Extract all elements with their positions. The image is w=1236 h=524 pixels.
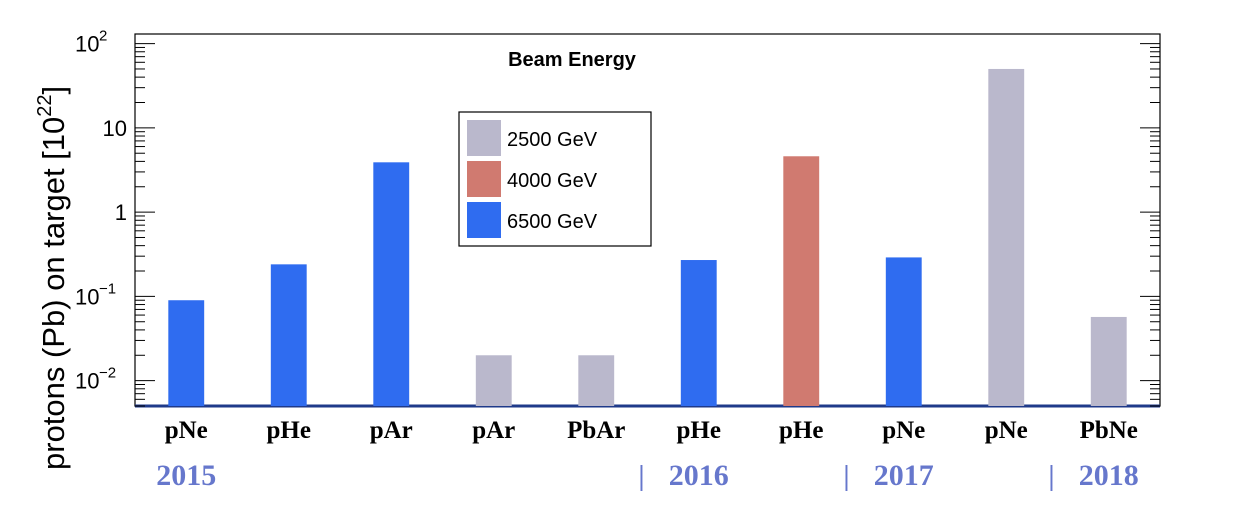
bar-par-2 xyxy=(373,162,410,406)
y-tick-exponent: 2 xyxy=(99,28,107,45)
legend-item-1: 4000 GeV xyxy=(467,161,598,197)
legend-label: 2500 GeV xyxy=(507,129,598,151)
category-label-4: PbAr xyxy=(567,417,625,444)
year-separator: | xyxy=(843,461,849,492)
category-label-7: pNe xyxy=(882,417,925,444)
bar-phe-5 xyxy=(680,260,717,406)
category-label-5: pHe xyxy=(677,417,721,444)
legend-swatch xyxy=(467,120,501,156)
y-tick-label-2: 1 xyxy=(115,200,127,225)
bar-pbar-4 xyxy=(578,355,615,406)
y-tick-base: 10 xyxy=(75,369,99,394)
y-axis-title-main: protons (Pb) on target [10 xyxy=(36,117,71,470)
bar-pbne-9 xyxy=(1090,316,1127,406)
year-label-2016: 2016 xyxy=(669,459,729,492)
legend-swatch xyxy=(467,161,501,197)
category-label-8: pNe xyxy=(985,417,1028,444)
y-tick-base: 10 xyxy=(75,32,99,57)
legend-label: 6500 GeV xyxy=(507,211,598,233)
bar-par-3 xyxy=(475,355,512,406)
year-label-group-2018: | 2018 xyxy=(1048,459,1138,492)
legend-item-2: 6500 GeV xyxy=(467,202,598,238)
category-label-6: pHe xyxy=(779,417,823,444)
y-tick-base: 1 xyxy=(115,200,127,225)
legend-label: 4000 GeV xyxy=(507,170,598,192)
y-tick-exponent: −2 xyxy=(99,365,116,382)
year-separator: | xyxy=(638,461,644,492)
year-label-2018: 2018 xyxy=(1079,459,1139,492)
year-separator: | xyxy=(1048,461,1054,492)
legend-item-0: 2500 GeV xyxy=(467,120,598,156)
y-axis-title-exponent: 22 xyxy=(34,94,56,116)
year-label-2015: 2015 xyxy=(156,459,216,492)
y-tick-label-1: 10 −1 xyxy=(75,280,116,309)
bar-pne-0 xyxy=(168,300,205,406)
category-label-2: pAr xyxy=(370,417,413,444)
y-tick-base: 10 xyxy=(75,284,99,309)
y-tick-label-0: 10 −2 xyxy=(75,365,116,394)
chart-title: Beam Energy xyxy=(508,49,637,71)
legend-swatch xyxy=(467,202,501,238)
y-tick-base: 10 xyxy=(103,116,127,141)
bar-pne-7 xyxy=(885,257,922,406)
bar-phe-6 xyxy=(783,156,820,406)
category-label-1: pHe xyxy=(267,417,311,444)
y-tick-label-4: 10 2 xyxy=(75,28,107,57)
category-label-3: pAr xyxy=(472,417,515,444)
category-label-9: PbNe xyxy=(1080,417,1138,444)
y-axis-title: protons (Pb) on target [1022] xyxy=(34,86,71,470)
year-label-group-2017: | 2017 xyxy=(843,459,933,492)
year-label-2017: 2017 xyxy=(874,459,934,492)
year-label-group-2015: 2015 xyxy=(156,459,216,492)
year-label-group-2016: | 2016 xyxy=(638,459,728,492)
bar-phe-1 xyxy=(270,264,307,406)
y-axis-title-close: ] xyxy=(36,86,71,95)
category-label-0: pNe xyxy=(165,417,208,444)
bar-pne-8 xyxy=(988,68,1025,407)
y-tick-label-3: 10 xyxy=(103,116,127,141)
y-tick-exponent: −1 xyxy=(99,280,116,297)
